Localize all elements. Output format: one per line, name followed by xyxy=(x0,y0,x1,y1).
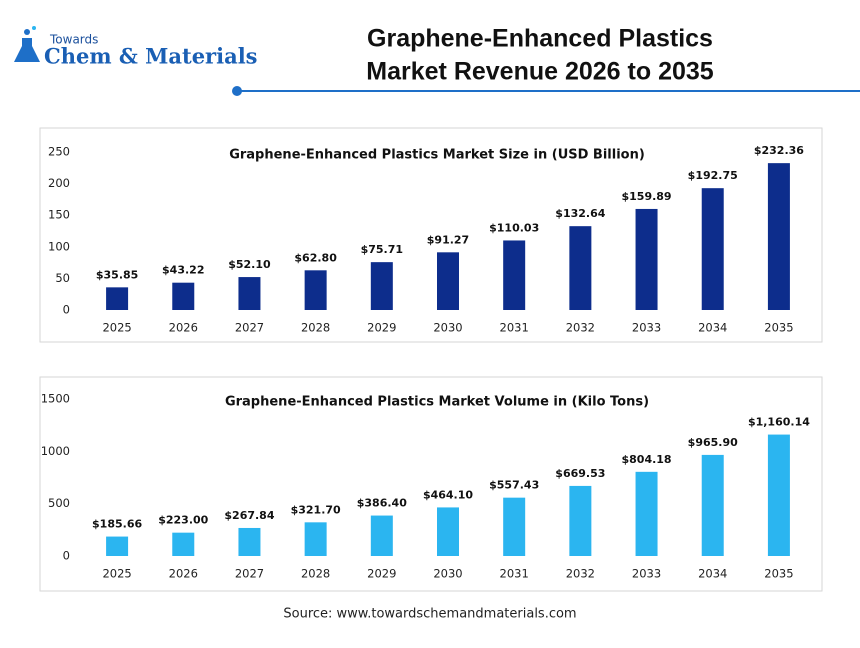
value-label: $110.03 xyxy=(489,221,539,234)
value-label: $159.89 xyxy=(621,190,671,203)
x-tick-label: 2028 xyxy=(301,321,330,335)
y-tick-label: 0 xyxy=(63,549,70,563)
value-label: $223.00 xyxy=(158,514,208,527)
bar xyxy=(304,522,327,556)
bar xyxy=(370,515,393,556)
y-tick-label: 150 xyxy=(48,208,70,222)
x-tick-label: 2034 xyxy=(698,321,727,335)
x-tick-label: 2025 xyxy=(102,567,131,581)
x-tick-label: 2033 xyxy=(632,567,661,581)
bar xyxy=(304,270,327,310)
value-label: $132.64 xyxy=(555,207,605,220)
value-label: $91.27 xyxy=(427,233,469,246)
chart-panel xyxy=(39,127,823,343)
bar xyxy=(172,282,195,310)
y-tick-label: 1500 xyxy=(41,392,70,406)
header-dot xyxy=(232,86,242,96)
x-tick-label: 2031 xyxy=(500,321,529,335)
value-label: $464.10 xyxy=(423,488,473,501)
value-label: $804.18 xyxy=(621,453,671,466)
logo-small: Towards xyxy=(49,33,98,47)
value-label: $321.70 xyxy=(291,503,341,516)
logo-icon xyxy=(14,26,40,62)
value-label: $185.66 xyxy=(92,518,142,531)
page-title: Market Revenue 2026 to 2035 xyxy=(366,58,714,86)
bar xyxy=(106,536,129,556)
source: Source: www.towardschemandmaterials.com xyxy=(283,607,576,622)
x-tick-label: 2025 xyxy=(102,321,131,335)
bar xyxy=(106,287,129,310)
bar xyxy=(635,471,658,556)
bar xyxy=(767,163,790,310)
value-label: $267.84 xyxy=(224,509,274,522)
value-label: $52.10 xyxy=(228,258,271,271)
value-label: $35.85 xyxy=(96,268,138,281)
bar xyxy=(437,507,459,556)
x-tick-label: 2030 xyxy=(433,567,462,581)
x-tick-label: 2028 xyxy=(301,567,330,581)
bar xyxy=(767,434,790,556)
y-tick-label: 200 xyxy=(48,176,70,190)
x-tick-label: 2027 xyxy=(235,567,264,581)
bar xyxy=(569,226,592,310)
value-label: $43.22 xyxy=(162,264,204,277)
value-label: $386.40 xyxy=(357,497,407,510)
x-tick-label: 2026 xyxy=(169,321,198,335)
bar xyxy=(370,262,393,310)
chart-title: Graphene-Enhanced Plastics Market Volume… xyxy=(225,395,649,410)
value-label: $965.90 xyxy=(688,436,738,449)
bar xyxy=(701,188,724,310)
bar xyxy=(503,240,526,310)
x-tick-label: 2035 xyxy=(764,567,793,581)
bar xyxy=(238,277,261,310)
x-tick-label: 2033 xyxy=(632,321,661,335)
x-tick-label: 2029 xyxy=(367,321,396,335)
x-tick-label: 2035 xyxy=(764,321,793,335)
value-label: $232.36 xyxy=(754,144,804,157)
logo-main: Chem & Materials xyxy=(44,44,258,69)
y-tick-label: 1000 xyxy=(41,444,70,458)
y-tick-label: 100 xyxy=(48,239,70,253)
value-label: $75.71 xyxy=(361,243,403,256)
bar xyxy=(172,532,195,556)
bar xyxy=(569,485,592,556)
x-tick-label: 2030 xyxy=(433,321,462,335)
x-tick-label: 2027 xyxy=(235,321,264,335)
x-tick-label: 2029 xyxy=(367,567,396,581)
value-label: $557.43 xyxy=(489,479,539,492)
bar xyxy=(503,497,526,556)
bar xyxy=(437,252,459,310)
x-tick-label: 2026 xyxy=(169,567,198,581)
bar xyxy=(635,208,658,310)
y-tick-label: 50 xyxy=(55,271,70,285)
y-tick-label: 500 xyxy=(48,496,70,510)
x-tick-label: 2034 xyxy=(698,567,727,581)
value-label: $62.80 xyxy=(294,251,337,264)
x-tick-label: 2031 xyxy=(500,567,529,581)
chart-title: Graphene-Enhanced Plastics Market Size i… xyxy=(229,148,645,163)
chart-panel xyxy=(39,376,823,592)
value-label: $669.53 xyxy=(555,467,605,480)
x-tick-label: 2032 xyxy=(566,567,595,581)
y-tick-label: 0 xyxy=(63,303,70,317)
value-label: $1,160.14 xyxy=(748,416,810,429)
bar xyxy=(238,527,261,556)
value-label: $192.75 xyxy=(688,169,738,182)
bar xyxy=(701,454,724,556)
x-tick-label: 2032 xyxy=(566,321,595,335)
y-tick-label: 250 xyxy=(48,145,70,159)
page-title: Graphene-Enhanced Plastics xyxy=(367,25,713,53)
